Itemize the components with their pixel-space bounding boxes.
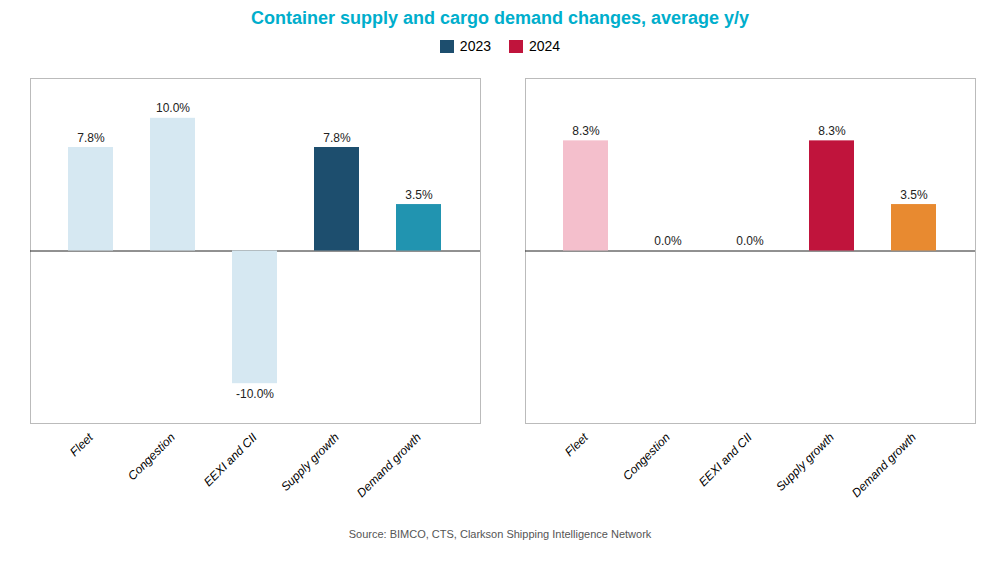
html-text:Source: BIMCO, CTS, Clarkson S: Source: BIMCO, CTS, Clarkson Shipping In… xyxy=(348,528,652,540)
svg-text:Fleet: Fleet xyxy=(67,430,96,459)
svg-text:3.5%: 3.5% xyxy=(405,188,433,202)
svg-text:Demand growth: Demand growth xyxy=(849,430,919,500)
svg-text:Supply growth: Supply growth xyxy=(773,430,837,494)
svg-text:7.8%: 7.8% xyxy=(323,131,351,145)
svg-text:Fleet: Fleet xyxy=(562,430,591,459)
svg-text:8.3%: 8.3% xyxy=(572,124,600,138)
svg-text:7.8%: 7.8% xyxy=(77,131,105,145)
svg-text:3.5%: 3.5% xyxy=(900,188,928,202)
svg-text:Demand growth: Demand growth xyxy=(354,430,424,500)
svg-text:Supply growth: Supply growth xyxy=(278,430,342,494)
html-text:2024: 2024 xyxy=(529,38,561,54)
html-text:Container supply and cargo dem: Container supply and cargo demand change… xyxy=(250,8,750,28)
svg-text:8.3%: 8.3% xyxy=(818,124,846,138)
svg-text:0.0%: 0.0% xyxy=(654,234,682,248)
svg-text:-10.0%: -10.0% xyxy=(236,387,274,401)
svg-text:0.0%: 0.0% xyxy=(736,234,764,248)
svg-text:EEXI and CII: EEXI and CII xyxy=(696,430,755,489)
svg-text:EEXI and CII: EEXI and CII xyxy=(201,430,260,489)
svg-text:Congestion: Congestion xyxy=(125,430,178,483)
html-text:2023: 2023 xyxy=(459,38,491,54)
svg-text:10.0%: 10.0% xyxy=(156,101,190,115)
svg-text:Congestion: Congestion xyxy=(620,430,673,483)
